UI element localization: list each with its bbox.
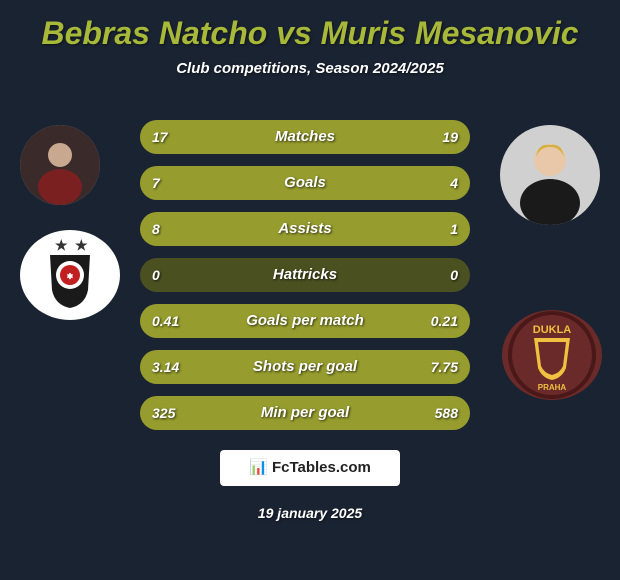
stat-label: Goals per match <box>140 304 470 338</box>
svg-text:PRAHA: PRAHA <box>538 383 567 392</box>
footer-date: 19 january 2025 <box>0 505 620 521</box>
stats-container: 17 Matches 19 7 Goals 4 8 Assists 1 0 Ha… <box>140 120 470 442</box>
player-left-photo <box>20 125 100 205</box>
page-title: Bebras Natcho vs Muris Mesanovic <box>0 0 620 52</box>
stat-val-right: 588 <box>435 396 458 430</box>
stat-row: 3.14 Shots per goal 7.75 <box>140 350 470 384</box>
stat-val-right: 0.21 <box>431 304 458 338</box>
stat-row: 17 Matches 19 <box>140 120 470 154</box>
club-left-badge: ★ ★ ✱ <box>20 230 120 320</box>
player-right-photo <box>500 125 600 225</box>
stat-row: 0 Hattricks 0 <box>140 258 470 292</box>
stat-val-right: 0 <box>450 258 458 292</box>
footer-brand[interactable]: 📊 FcTables.com <box>220 450 400 486</box>
stat-label: Min per goal <box>140 396 470 430</box>
stat-row: 7 Goals 4 <box>140 166 470 200</box>
stat-row: 0.41 Goals per match 0.21 <box>140 304 470 338</box>
club-right-badge: DUKLA PRAHA <box>502 310 602 400</box>
svg-text:DUKLA: DUKLA <box>533 324 572 336</box>
stat-label: Assists <box>140 212 470 246</box>
svg-text:★: ★ <box>75 237 88 253</box>
page-subtitle: Club competitions, Season 2024/2025 <box>0 60 620 77</box>
stat-val-right: 19 <box>442 120 458 154</box>
stat-label: Shots per goal <box>140 350 470 384</box>
svg-text:✱: ✱ <box>67 272 74 281</box>
stat-val-right: 1 <box>450 212 458 246</box>
stat-row: 325 Min per goal 588 <box>140 396 470 430</box>
stat-label: Hattricks <box>140 258 470 292</box>
stat-label: Goals <box>140 166 470 200</box>
stat-row: 8 Assists 1 <box>140 212 470 246</box>
stat-val-right: 4 <box>450 166 458 200</box>
svg-text:★: ★ <box>55 237 68 253</box>
stat-label: Matches <box>140 120 470 154</box>
stat-val-right: 7.75 <box>431 350 458 384</box>
